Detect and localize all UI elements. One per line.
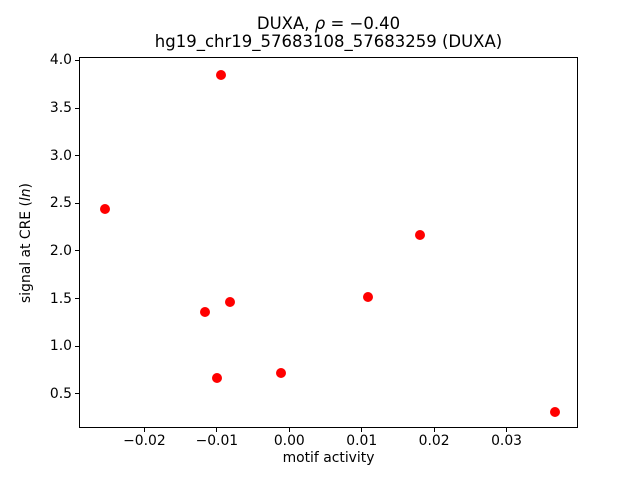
title-rho-value: = −0.40 [325, 14, 401, 33]
y-axis-tick-label: 1.5 [49, 290, 72, 307]
x-axis-tick [216, 428, 218, 432]
data-point [276, 367, 287, 378]
y-axis-label-suffix: ) [18, 183, 34, 189]
data-point [211, 372, 222, 383]
y-axis-tick-label: 1.0 [49, 338, 72, 355]
x-axis-tick [433, 428, 435, 432]
data-point [99, 204, 110, 215]
data-point [550, 406, 561, 417]
x-axis-tick-label: 0.00 [273, 433, 305, 449]
x-axis-tick [506, 428, 508, 432]
x-axis-tick [288, 428, 290, 432]
y-axis-tick-label: 3.0 [49, 147, 72, 164]
y-axis-tick-label: 2.5 [49, 195, 72, 212]
x-axis-tick [143, 428, 145, 432]
title-rho-symbol: ρ [314, 14, 326, 33]
y-axis-tick [75, 59, 79, 61]
data-point [200, 306, 211, 317]
y-axis-tick [75, 393, 79, 395]
y-axis-label: signal at CRE (ln) [18, 183, 34, 303]
chart-title: DUXA, ρ = −0.40 hg19_chr19_57683108_5768… [79, 15, 578, 50]
chart-title-line1: DUXA, ρ = −0.40 [79, 15, 578, 33]
y-axis-label-prefix: signal at CRE ( [18, 201, 34, 303]
x-axis-tick-label: 0.02 [418, 433, 450, 449]
x-axis-tick-label: 0.01 [346, 433, 378, 449]
y-axis-tick [75, 107, 79, 109]
y-axis-tick [75, 155, 79, 157]
data-point [363, 291, 374, 302]
y-axis-tick-label: 3.5 [49, 100, 72, 117]
y-axis-tick [75, 298, 79, 300]
x-axis-tick-label: 0.03 [491, 433, 523, 449]
y-axis-tick-label: 4.0 [49, 52, 72, 69]
x-axis-tick [361, 428, 363, 432]
data-point [415, 229, 426, 240]
y-axis-label-italic: ln [18, 188, 34, 202]
y-axis-tick [75, 345, 79, 347]
data-point [224, 297, 235, 308]
chart-subtitle: hg19_chr19_57683108_57683259 (DUXA) [154, 31, 503, 51]
data-point [216, 69, 227, 80]
y-axis-tick [75, 250, 79, 252]
x-axis-label: motif activity [282, 450, 375, 466]
x-axis-tick-label: −0.02 [123, 433, 166, 449]
y-axis-tick-label: 0.5 [49, 385, 72, 402]
plot-area: −0.02 −0.01 0.00 0.01 0.02 0.03 0.5 1.0 1.5 2.0 2.… [50, 52, 578, 449]
y-axis-tick-label: 2.0 [49, 242, 72, 259]
title-gene: DUXA, [256, 14, 315, 33]
x-axis-tick-label: −0.01 [195, 433, 239, 449]
y-axis-tick [75, 202, 79, 204]
